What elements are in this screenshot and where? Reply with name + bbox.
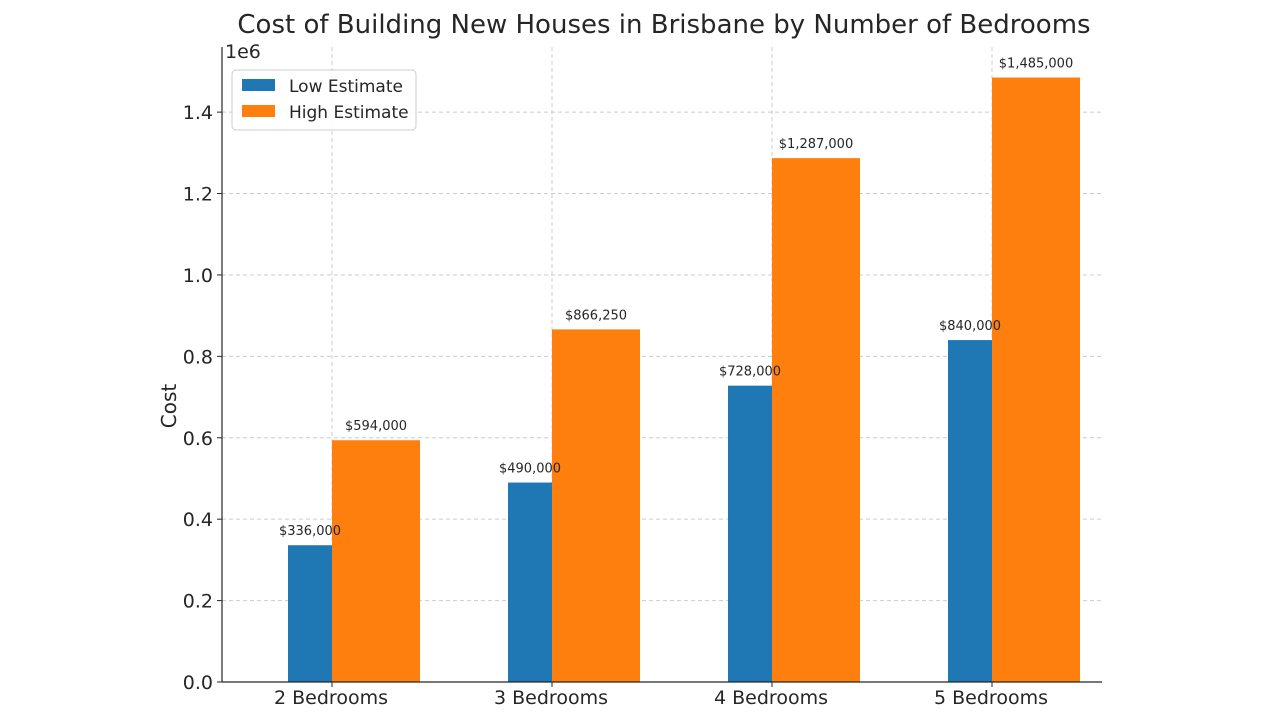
- bar-high-estimate: [772, 158, 860, 682]
- y-tick-label: 1.0: [183, 265, 213, 287]
- data-label: $1,485,000: [999, 57, 1073, 72]
- y-tick-label: 0.4: [183, 509, 213, 531]
- data-label: $594,000: [345, 419, 407, 434]
- data-label: $840,000: [939, 319, 1001, 334]
- data-label: $336,000: [279, 524, 341, 539]
- bar-low-estimate: [508, 482, 552, 682]
- bar-low-estimate: [948, 340, 992, 682]
- legend: Low Estimate High Estimate: [231, 69, 417, 131]
- bar-low-estimate: [288, 545, 332, 682]
- y-axis-ticks: 0.0 0.2 0.4 0.6 0.8 1.0 1.2 1.4: [183, 102, 222, 694]
- x-tick-label: 2 Bedrooms: [274, 687, 388, 709]
- bar-high-estimate: [332, 440, 420, 682]
- x-tick-label: 5 Bedrooms: [934, 687, 1048, 709]
- y-tick-label: 0.8: [183, 346, 213, 368]
- y-tick-label: 0.6: [183, 428, 213, 450]
- bar-high-estimate: [552, 329, 640, 682]
- y-axis-label: Cost: [157, 384, 181, 429]
- legend-swatch-low: [242, 79, 275, 91]
- y-tick-label: 1.4: [183, 102, 213, 124]
- y-axis-offset-label: 1e6: [225, 41, 261, 63]
- legend-label-low: Low Estimate: [289, 77, 403, 97]
- x-tick-label: 3 Bedrooms: [494, 687, 608, 709]
- y-tick-label: 0.2: [183, 591, 213, 613]
- data-label: $866,250: [565, 308, 627, 323]
- legend-label-high: High Estimate: [289, 103, 409, 123]
- chart-title: Cost of Building New Houses in Brisbane …: [237, 10, 1090, 40]
- x-axis-ticks: 2 Bedrooms 3 Bedrooms 4 Bedrooms 5 Bedrooms: [274, 682, 1048, 709]
- legend-swatch-high: [242, 105, 275, 117]
- data-label: $728,000: [719, 365, 781, 380]
- data-label: $1,287,000: [779, 137, 853, 152]
- data-label: $490,000: [499, 462, 561, 477]
- y-tick-label: 1.2: [183, 184, 213, 206]
- bar-low-estimate: [728, 385, 772, 682]
- axes: [221, 47, 1102, 683]
- y-tick-label: 0.0: [183, 672, 213, 694]
- bar-high-estimate: [992, 77, 1080, 682]
- x-tick-label: 4 Bedrooms: [714, 687, 828, 709]
- data-labels: $336,000 $594,000 $490,000 $866,250 $728,000…: [279, 57, 1073, 540]
- bars: [288, 77, 1080, 682]
- legend-box: [231, 69, 417, 131]
